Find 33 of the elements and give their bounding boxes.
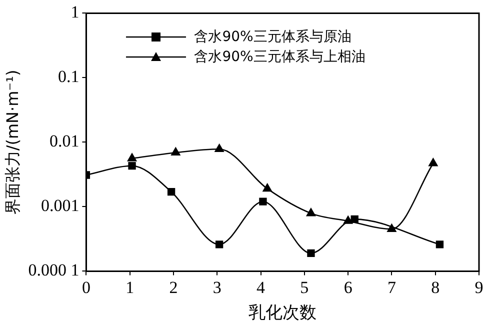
y-tick-label: 0.01 [49,132,80,151]
point [350,215,358,224]
point [262,184,272,192]
x-tick-label: 0 [82,278,90,297]
point [128,162,136,170]
y-tick-label: 0.000 1 [28,260,80,280]
point [214,144,224,152]
point [127,153,137,162]
point [167,188,176,196]
y-axis-title: 界面张力/(mN·m⁻¹) [2,70,22,215]
y-tick-label: 1 [70,2,80,22]
x-tick-label: 7 [387,278,396,297]
legend-label: 含水90%三元体系与上相油 [194,48,366,68]
point [171,147,180,156]
y-tick-label: 0.1 [58,67,80,86]
x-tick-label: 2 [169,278,178,297]
x-tick-label: 3 [212,278,222,297]
x-tick-label: 6 [344,278,352,297]
y-tick-label: 0.001 [40,196,80,216]
x-tick-label: 1 [126,278,134,297]
point [215,240,224,248]
point [259,198,267,206]
legend-label: 含水90%三元体系与原油 [194,28,352,48]
point [436,240,444,248]
x-tick-label: 4 [256,278,266,297]
x-tick-label: 8 [431,278,440,297]
x-tick-label: 5 [300,278,309,297]
x-tick-label: 9 [474,278,484,297]
point [428,158,438,166]
point [306,208,316,216]
point [387,224,396,232]
point [307,249,315,258]
x-axis-title: 乳化次数 [248,303,317,324]
